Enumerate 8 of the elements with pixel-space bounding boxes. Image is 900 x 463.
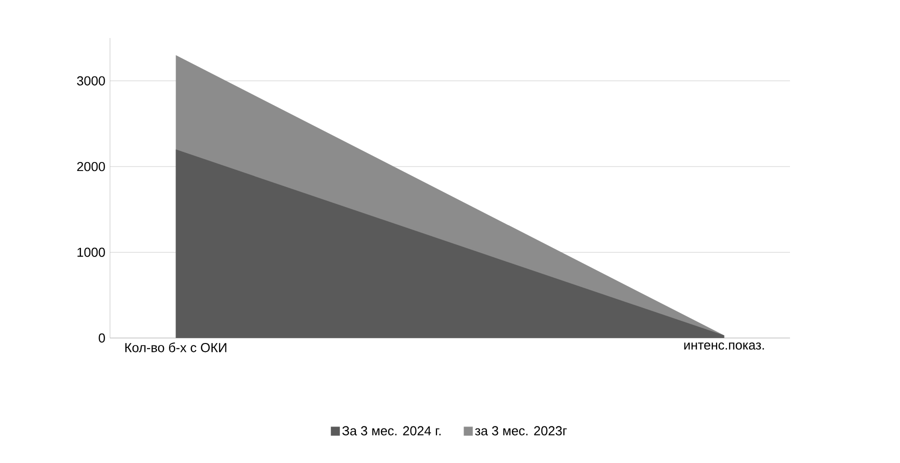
y-tick-label: 0 [98, 333, 105, 343]
legend-label: За 3 мес. 2024 г. [342, 426, 441, 436]
x-tick-label: интенс.показ. [684, 342, 764, 350]
y-tick-label: 2000 [77, 162, 105, 172]
legend-label: за 3 мес. 2023г [475, 426, 567, 436]
x-tick-label: Кол-во б-х с ОКИ [125, 342, 226, 352]
y-tick-label: 1000 [78, 248, 105, 257]
y-tick-label: 3000 [77, 76, 105, 86]
